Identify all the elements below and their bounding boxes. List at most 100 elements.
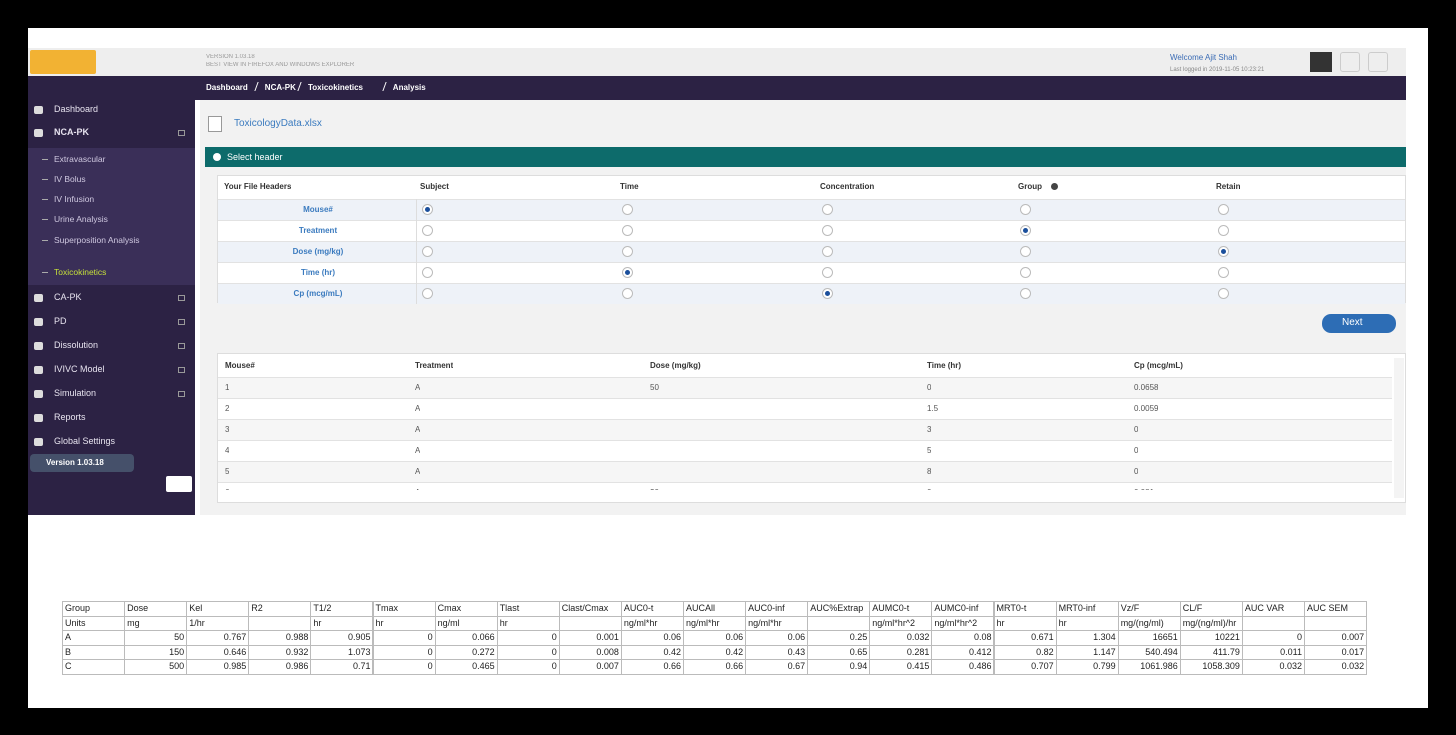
breadcrumb-item[interactable]: Dashboard (206, 83, 248, 92)
radio-button[interactable] (622, 246, 633, 257)
result-cell: CL/F (1179, 601, 1243, 617)
row-header: Dose (mg/kg) (292, 247, 344, 256)
radio-button[interactable] (1218, 204, 1229, 215)
radio-button[interactable] (1020, 267, 1031, 278)
cell: 1.5 (927, 404, 939, 413)
result-cell: 0 (372, 659, 436, 675)
radio-button[interactable] (622, 267, 633, 278)
panel-header (205, 147, 1406, 167)
result-cell: AUC SEM (1304, 601, 1368, 617)
result-cell: hr (372, 615, 436, 631)
radio-button[interactable] (622, 225, 633, 236)
menu-button[interactable] (1368, 52, 1388, 72)
result-cell: MRT0-inf (1055, 601, 1119, 617)
radio-button[interactable] (1218, 246, 1229, 257)
row-header: Time (hr) (300, 268, 336, 277)
breadcrumb-item[interactable]: NCA-PK (264, 83, 296, 92)
result-cell: 0.646 (186, 644, 250, 660)
result-cell: AUC%Extrap (807, 601, 871, 617)
result-cell: 1.147 (1055, 644, 1119, 660)
menu-item[interactable]: Dashboard (54, 104, 99, 114)
result-cell: mg/(ng/ml)/hr (1179, 615, 1243, 631)
menu-item[interactable]: IV Infusion (54, 194, 95, 204)
tree-line (42, 219, 48, 220)
radio-button[interactable] (422, 204, 433, 215)
result-cell: Cmax (434, 601, 498, 617)
file-link[interactable]: ToxicologyData.xlsx (234, 118, 322, 129)
menu-item[interactable]: Toxicokinetics (54, 267, 107, 277)
radio-button[interactable] (822, 288, 833, 299)
radio-button[interactable] (422, 246, 433, 257)
result-cell: 0.65 (807, 644, 871, 660)
column-header: Cp (mcg/mL) (1134, 361, 1183, 370)
cell: 30 (650, 487, 659, 490)
menu-item[interactable]: IV Bolus (54, 174, 86, 184)
radio-button[interactable] (622, 204, 633, 215)
result-cell: 0.932 (248, 644, 312, 660)
cell: 1 (225, 383, 230, 392)
result-cell: 0.42 (683, 644, 747, 660)
menu-item[interactable]: NCA-PK (54, 127, 89, 137)
settings-button[interactable] (1340, 52, 1360, 72)
result-cell: 0.412 (931, 644, 995, 660)
menu-item[interactable]: CA-PK (54, 292, 82, 302)
radio-button[interactable] (422, 288, 433, 299)
radio-button[interactable] (1020, 246, 1031, 257)
result-cell: 0.43 (745, 644, 809, 660)
result-cell: 0.94 (807, 659, 871, 675)
menu-item[interactable]: Superposition Analysis (54, 235, 140, 245)
radio-button[interactable] (822, 267, 833, 278)
radio-button[interactable] (1218, 225, 1229, 236)
radio-button[interactable] (1020, 204, 1031, 215)
radio-button[interactable] (822, 204, 833, 215)
version-badge (30, 454, 134, 472)
radio-button[interactable] (822, 225, 833, 236)
result-cell: AUC0-inf (745, 601, 809, 617)
menu-item[interactable]: Reports (54, 412, 86, 422)
menu-icon (34, 390, 43, 398)
result-cell: 0.08 (931, 630, 995, 646)
result-cell: 0.66 (620, 659, 684, 675)
divider (416, 283, 417, 304)
menu-item[interactable]: Simulation (54, 388, 97, 398)
result-cell: 0.986 (248, 659, 312, 675)
result-cell: 0.42 (620, 644, 684, 660)
info-icon (1051, 183, 1058, 190)
fullscreen-button[interactable] (1310, 52, 1332, 72)
cell: A (415, 425, 421, 434)
menu-item[interactable]: IVIVC Model (54, 364, 105, 374)
cell: 0.081 (1134, 487, 1154, 490)
menu-item[interactable]: Extravascular (54, 154, 106, 164)
divider (416, 220, 417, 241)
radio-button[interactable] (422, 267, 433, 278)
result-cell: 0.671 (993, 630, 1057, 646)
radio-button[interactable] (822, 246, 833, 257)
last-login: Last logged in 2019-11-05 10:23:21 (1170, 67, 1265, 73)
menu-item[interactable]: PD (54, 316, 67, 326)
radio-button[interactable] (622, 288, 633, 299)
tree-line (42, 240, 48, 241)
breadcrumb-item[interactable]: Toxicokinetics (308, 83, 363, 92)
menu-item[interactable]: Global Settings (54, 436, 116, 446)
menu-icon (34, 414, 43, 422)
radio-button[interactable] (1218, 288, 1229, 299)
radio-button[interactable] (1218, 267, 1229, 278)
result-cell: hr (310, 615, 374, 631)
result-cell: 0 (1241, 630, 1305, 646)
radio-button[interactable] (1020, 225, 1031, 236)
logo (30, 50, 96, 74)
cell: 0 (1134, 425, 1139, 434)
gear-button[interactable] (166, 476, 192, 492)
result-cell: 0.82 (993, 644, 1057, 660)
result-cell: MRT0-t (993, 601, 1057, 617)
menu-icon (34, 129, 43, 137)
menu-item[interactable]: Urine Analysis (54, 214, 108, 224)
radio-button[interactable] (422, 225, 433, 236)
next-button[interactable] (1322, 314, 1396, 333)
result-cell (248, 615, 312, 631)
radio-button[interactable] (1020, 288, 1031, 299)
result-cell: 50 (124, 630, 188, 646)
breadcrumb-item[interactable]: Analysis (392, 83, 426, 92)
next-label[interactable]: Next (1342, 317, 1363, 328)
menu-item[interactable]: Dissolution (54, 340, 99, 350)
